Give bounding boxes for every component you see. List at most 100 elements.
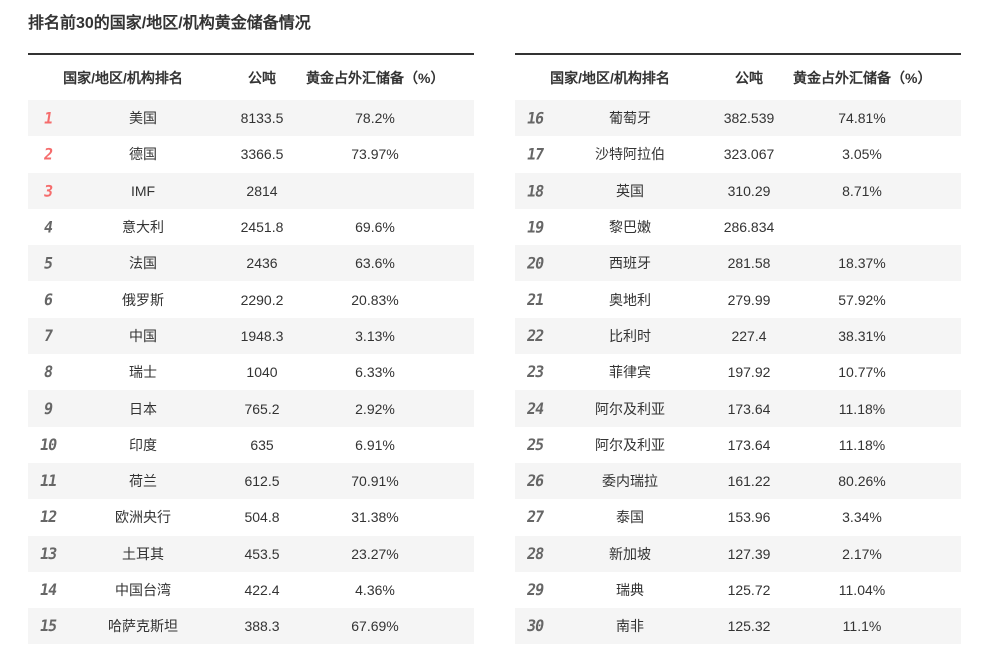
- table-row: 19 黎巴嫩 286.834: [515, 209, 961, 245]
- column-header-percent: 黄金占外汇储备（%）: [793, 54, 961, 100]
- percent-cell: 57.92%: [838, 291, 886, 308]
- percent-cell: 3.34%: [842, 509, 882, 526]
- rank-cell: 6: [28, 281, 68, 317]
- percent-cell: 20.83%: [351, 291, 399, 308]
- table-row: 10 印度 635 6.91%: [28, 427, 474, 463]
- rank-cell: 27: [515, 499, 555, 535]
- table-row: 28 新加坡 127.39 2.17%: [515, 535, 961, 572]
- percent-cell: 10.77%: [838, 364, 886, 381]
- percent-cell: 63.6%: [306, 245, 474, 282]
- rank-number: 10: [38, 435, 58, 455]
- table-row: 18 英国 310.29 8.71%: [515, 172, 961, 209]
- rank-cell: 1: [28, 100, 68, 137]
- rank-number: 24: [525, 399, 545, 418]
- table-row: 29 瑞典 125.72 11.04%: [515, 572, 961, 608]
- rank-cell: 15: [28, 608, 68, 645]
- rank-cell: 30: [515, 608, 555, 645]
- table-body-right: 16 葡萄牙 382.539 74.81% 17 沙特阿拉伯 323.067 3.05% 18 英…: [515, 100, 961, 645]
- percent-cell: 3.05%: [842, 146, 882, 163]
- country-cell: 比利时: [555, 317, 705, 355]
- country-cell: 南非: [555, 608, 705, 645]
- country-cell: 阿尔及利亚: [555, 390, 705, 427]
- rank-cell: 29: [515, 572, 555, 608]
- tonnes-cell: 173.64: [705, 390, 793, 427]
- percent-cell: 70.91%: [306, 462, 474, 500]
- rank-cell: 20: [515, 245, 555, 282]
- percent-cell: 3.13%: [306, 317, 474, 355]
- table-row: 16 葡萄牙 382.539 74.81%: [515, 100, 961, 137]
- rank-cell: 26: [515, 462, 555, 500]
- rank-number: 22: [525, 326, 545, 346]
- rank-number: 6: [42, 290, 54, 310]
- percent-cell: 6.33%: [355, 364, 395, 381]
- rank-number: 28: [525, 544, 545, 564]
- rank-number: 4: [42, 217, 54, 237]
- percent-cell: 2.92%: [306, 390, 474, 427]
- tonnes-cell: 279.99: [727, 291, 771, 308]
- rank-cell: 9: [28, 390, 68, 427]
- percent-cell: [793, 209, 961, 245]
- rank-number: 19: [525, 217, 545, 237]
- tonnes-cell: 382.539: [705, 100, 793, 137]
- percent-cell: 69.6%: [355, 219, 395, 236]
- tonnes-cell: 3366.5: [240, 146, 284, 163]
- country-cell: 菲律宾: [609, 364, 651, 381]
- tonnes-cell: 2436: [218, 245, 306, 282]
- column-header-percent: 黄金占外汇储备（%）: [306, 54, 474, 100]
- percent-cell: 2.17%: [793, 535, 961, 572]
- percent-cell: 11.18%: [838, 436, 886, 453]
- rank-number: 20: [525, 253, 545, 273]
- rank-cell: 3: [28, 172, 68, 209]
- percent-cell: 23.27%: [306, 535, 474, 572]
- country-cell: 阿尔及利亚: [595, 436, 665, 453]
- table-row: 15 哈萨克斯坦 388.3 67.69%: [28, 608, 474, 645]
- tonnes-cell: 504.8: [244, 509, 280, 526]
- page-title: 排名前30的国家/地区/机构黄金储备情况: [28, 15, 311, 32]
- country-cell: 委内瑞拉: [555, 462, 705, 500]
- tonnes-cell: 127.39: [705, 535, 793, 572]
- rank-number: 29: [525, 580, 545, 600]
- country-cell: 意大利: [122, 219, 164, 236]
- rank-cell: 13: [28, 535, 68, 572]
- rank-cell: 10: [28, 427, 68, 463]
- rank-number: 12: [38, 507, 58, 527]
- rank-number: 27: [525, 507, 545, 527]
- rank-cell: 22: [515, 317, 555, 355]
- table-row: 22 比利时 227.4 38.31%: [515, 317, 961, 355]
- country-cell: 黎巴嫩: [609, 219, 651, 236]
- rank-number: 11: [38, 471, 58, 491]
- tonnes-cell: 635: [250, 436, 274, 453]
- table-row: 30 南非 125.32 11.1%: [515, 608, 961, 645]
- rank-cell: 17: [515, 136, 555, 172]
- tonnes-cell: 2451.8: [240, 219, 284, 236]
- rank-number: 2: [42, 144, 54, 164]
- table-row: 17 沙特阿拉伯 323.067 3.05%: [515, 136, 961, 172]
- rank-number: 30: [525, 616, 545, 636]
- percent-cell: 74.81%: [793, 100, 961, 137]
- country-cell: 奥地利: [609, 291, 651, 308]
- country-cell: 俄罗斯: [122, 291, 164, 308]
- rank-cell: 18: [515, 172, 555, 209]
- tonnes-cell: 765.2: [218, 390, 306, 427]
- table-row: 9 日本 765.2 2.92%: [28, 390, 474, 427]
- country-cell: 葡萄牙: [555, 100, 705, 137]
- column-header-rank-country: 国家/地区/机构排名: [515, 54, 705, 100]
- tonnes-cell: 227.4: [705, 317, 793, 355]
- tonnes-cell: 8133.5: [218, 100, 306, 137]
- country-cell: 沙特阿拉伯: [595, 146, 665, 163]
- rank-number: 14: [38, 580, 58, 600]
- tonnes-cell: 422.4: [244, 582, 280, 598]
- tonnes-cell: 281.58: [705, 245, 793, 282]
- country-cell: IMF: [68, 172, 218, 209]
- rank-cell: 8: [28, 354, 68, 390]
- rank-cell: 16: [515, 100, 555, 137]
- tonnes-cell: 161.22: [705, 462, 793, 500]
- table-row: 14 中国台湾 422.4 4.36%: [28, 572, 474, 608]
- tonnes-cell: 310.29: [705, 172, 793, 209]
- table-row: 5 法国 2436 63.6%: [28, 245, 474, 282]
- tonnes-cell: 388.3: [218, 608, 306, 645]
- rank-cell: 19: [515, 209, 555, 245]
- country-cell: 瑞典: [616, 582, 644, 598]
- country-cell: 荷兰: [68, 462, 218, 500]
